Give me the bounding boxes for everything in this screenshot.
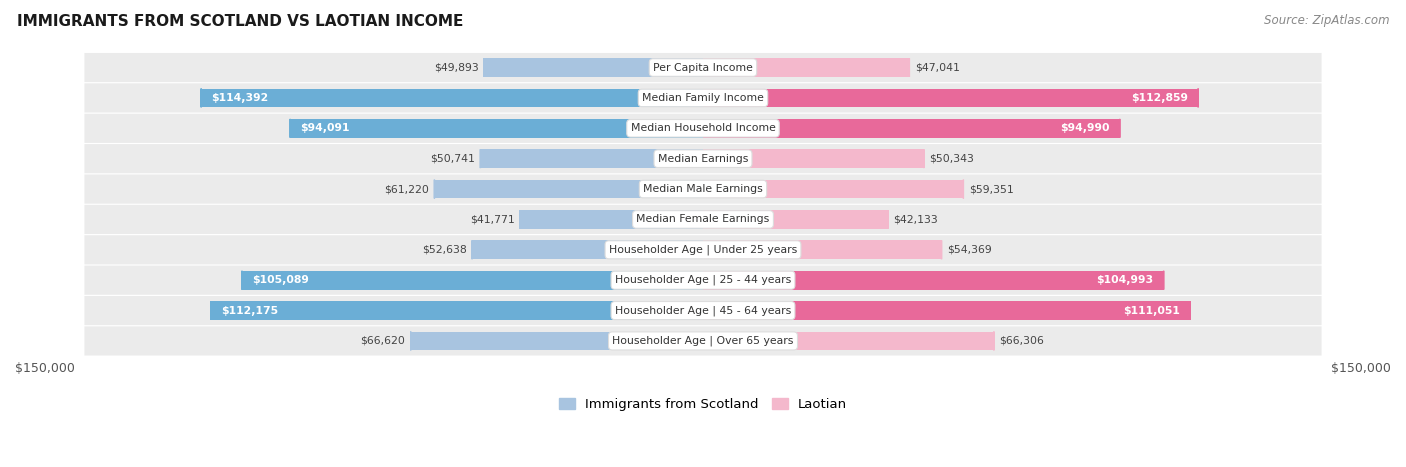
Bar	[703, 119, 1119, 138]
Bar	[703, 89, 1198, 107]
Bar	[703, 149, 924, 168]
FancyBboxPatch shape	[84, 205, 1322, 234]
Text: Householder Age | 25 - 44 years: Householder Age | 25 - 44 years	[614, 275, 792, 285]
Bar	[703, 271, 1164, 290]
Bar	[434, 180, 703, 198]
Bar	[703, 58, 910, 77]
Bar	[703, 210, 887, 229]
Text: $50,741: $50,741	[430, 154, 475, 163]
Text: Householder Age | Under 25 years: Householder Age | Under 25 years	[609, 245, 797, 255]
FancyBboxPatch shape	[84, 144, 1322, 173]
Text: $42,133: $42,133	[893, 214, 938, 225]
Text: $50,343: $50,343	[929, 154, 974, 163]
Text: $47,041: $47,041	[915, 63, 959, 72]
Text: Median Family Income: Median Family Income	[643, 93, 763, 103]
Text: $41,771: $41,771	[470, 214, 515, 225]
Text: IMMIGRANTS FROM SCOTLAND VS LAOTIAN INCOME: IMMIGRANTS FROM SCOTLAND VS LAOTIAN INCO…	[17, 14, 463, 29]
Bar	[290, 119, 703, 138]
Text: Median Earnings: Median Earnings	[658, 154, 748, 163]
Text: $66,620: $66,620	[360, 336, 405, 346]
FancyBboxPatch shape	[84, 83, 1322, 113]
FancyBboxPatch shape	[84, 326, 1322, 355]
FancyBboxPatch shape	[84, 175, 1322, 204]
FancyBboxPatch shape	[84, 113, 1322, 143]
Bar	[411, 332, 703, 350]
Text: $52,638: $52,638	[422, 245, 467, 255]
Text: $59,351: $59,351	[969, 184, 1014, 194]
Bar	[703, 301, 1191, 320]
Bar	[484, 58, 703, 77]
Text: $94,091: $94,091	[299, 123, 350, 133]
Text: $105,089: $105,089	[252, 275, 309, 285]
FancyBboxPatch shape	[84, 53, 1322, 82]
Text: $49,893: $49,893	[434, 63, 479, 72]
Text: $61,220: $61,220	[384, 184, 429, 194]
Text: Source: ZipAtlas.com: Source: ZipAtlas.com	[1264, 14, 1389, 27]
Bar	[211, 301, 703, 320]
Bar	[481, 149, 703, 168]
FancyBboxPatch shape	[84, 296, 1322, 325]
Text: $112,859: $112,859	[1132, 93, 1188, 103]
FancyBboxPatch shape	[84, 266, 1322, 295]
Text: Householder Age | 45 - 64 years: Householder Age | 45 - 64 years	[614, 305, 792, 316]
Bar	[242, 271, 703, 290]
Text: $94,990: $94,990	[1060, 123, 1109, 133]
FancyBboxPatch shape	[84, 235, 1322, 264]
Bar	[472, 241, 703, 259]
Text: $104,993: $104,993	[1097, 275, 1154, 285]
Text: $111,051: $111,051	[1123, 305, 1180, 316]
Text: Householder Age | Over 65 years: Householder Age | Over 65 years	[612, 336, 794, 346]
Bar	[703, 180, 963, 198]
Bar	[520, 210, 703, 229]
Bar	[703, 332, 994, 350]
Text: Median Male Earnings: Median Male Earnings	[643, 184, 763, 194]
Bar	[201, 89, 703, 107]
Text: $114,392: $114,392	[211, 93, 269, 103]
Text: $112,175: $112,175	[221, 305, 278, 316]
Legend: Immigrants from Scotland, Laotian: Immigrants from Scotland, Laotian	[554, 393, 852, 417]
Text: Median Household Income: Median Household Income	[630, 123, 776, 133]
Text: $54,369: $54,369	[946, 245, 991, 255]
Text: Per Capita Income: Per Capita Income	[652, 63, 754, 72]
Text: $66,306: $66,306	[1000, 336, 1045, 346]
Text: Median Female Earnings: Median Female Earnings	[637, 214, 769, 225]
Bar	[703, 241, 942, 259]
